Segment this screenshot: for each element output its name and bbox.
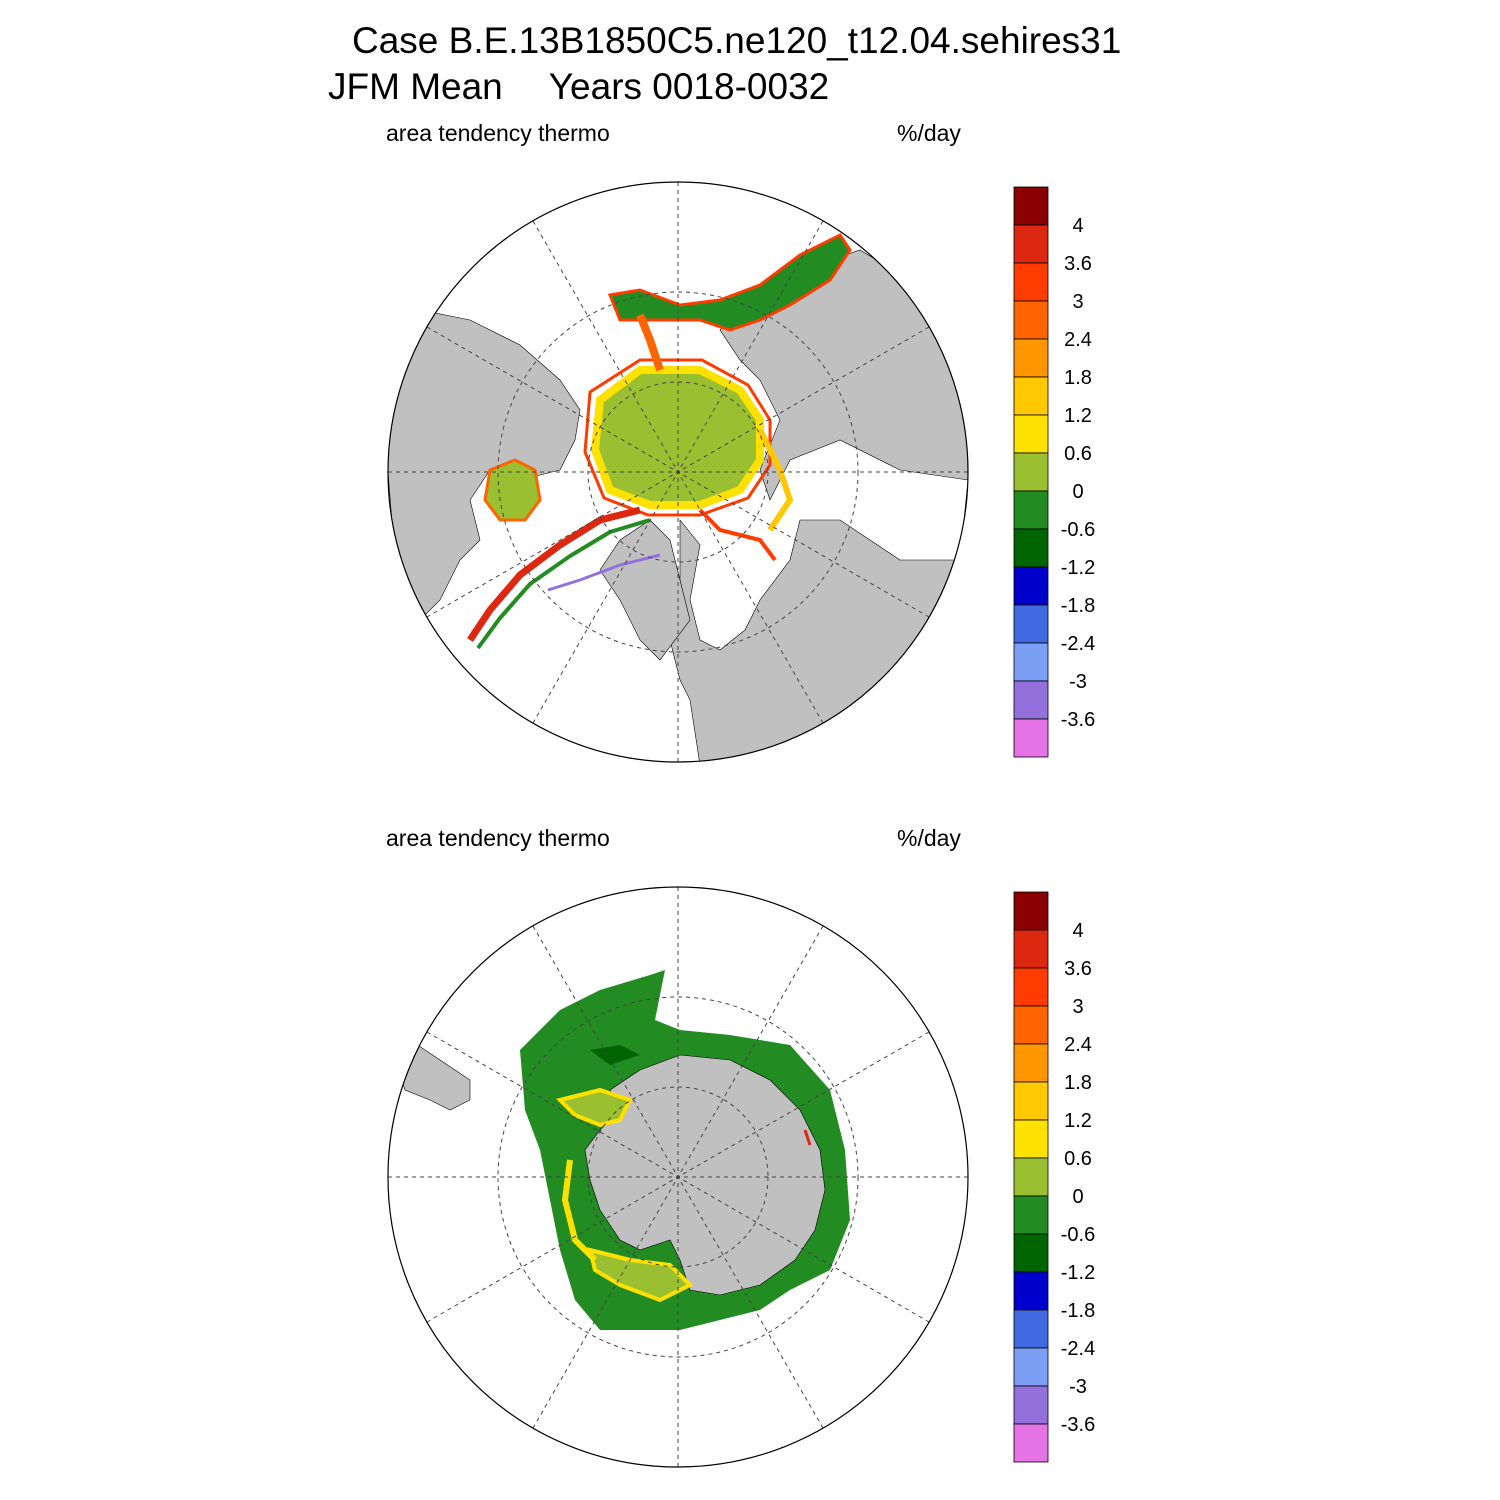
south-colorbar-box [1013,1157,1049,1197]
north-ice-fringe-red [583,358,772,517]
south-colorbar-box [1013,1233,1049,1273]
south-colorbar-tick-label: -3 [1069,1376,1087,1398]
north-colorbar-box [1013,528,1049,568]
north-colorbar: 4 3.6 3 2.4 1.8 1.2 0.6 0 -0.6 -1.2 -1.8 -2.4 -3 -3.6 [1013,186,1095,758]
south-colorbar-tick-label: -3.6 [1061,1414,1095,1436]
north-colorbar-box [1013,604,1049,644]
north-colorbar-box [1013,490,1049,530]
south-colorbar-tick-label: -2.4 [1061,1338,1095,1360]
north-colorbar-box [1013,376,1049,416]
south-colorbar-tick-label: -0.6 [1061,1224,1095,1246]
south-colorbar-tick-label: 4 [1072,920,1083,942]
south-colorbar-tick-label: 0.6 [1064,1148,1092,1170]
north-ice-labrador [467,506,641,642]
south-colorbar-tick-label: 3 [1072,996,1083,1018]
south-ice-coast-red [803,1129,812,1146]
north-ice-central [595,370,760,505]
north-ice-hudson [483,458,542,522]
north-colorbar-tick-label: 3 [1072,291,1083,313]
south-colorbar-tick-label: -1.2 [1061,1262,1095,1284]
north-land-greenland [599,519,691,661]
north-colorbar-tick-label: -2.4 [1061,633,1095,655]
north-colorbar-tick-label: 3.6 [1064,253,1092,275]
south-ice-dark-patches [590,1045,640,1065]
south-colorbar-tick-label: 1.8 [1064,1072,1092,1094]
north-colorbar-tick-label: 1.2 [1064,405,1092,427]
south-colorbar-box [1013,1423,1049,1463]
south-colorbar-tick-label: -1.8 [1061,1300,1095,1322]
south-colorbar-box [1013,1043,1049,1083]
south-map-border [387,886,969,1468]
south-land-antarctica [584,1054,826,1296]
north-polar-map [387,181,969,763]
north-colorbar-box [1013,642,1049,682]
south-colorbar-box [1013,1119,1049,1159]
south-colorbar-box [1013,1005,1049,1045]
north-ice-siberia-coast [757,428,794,532]
north-colorbar-box [1013,186,1049,226]
south-colorbar-tick-label: 3.6 [1064,958,1092,980]
north-colorbar-box [1013,452,1049,492]
north-colorbar-box [1013,224,1049,264]
north-ice-bering [607,233,852,332]
south-colorbar-tick-label: 2.4 [1064,1034,1092,1056]
south-colorbar-tick-label: 1.2 [1064,1110,1092,1132]
south-colorbar-box [1013,929,1049,969]
north-colorbar-box [1013,680,1049,720]
north-colorbar-tick-label: 0.6 [1064,443,1092,465]
south-colorbar-box [1013,1081,1049,1121]
north-colorbar-tick-label: -1.8 [1061,595,1095,617]
north-graticule [388,182,968,762]
south-colorbar: 4 3.6 3 2.4 1.8 1.2 0.6 0 -0.6 -1.2 -1.8 -2.4 -3 -3.6 [1013,891,1095,1463]
north-colorbar-tick-label: 1.8 [1064,367,1092,389]
north-ice-barents [698,508,777,562]
years-label: Years 0018-0032 [548,66,830,107]
north-colorbar-box [1013,338,1049,378]
north-colorbar-tick-label: 2.4 [1064,329,1092,351]
north-colorbar-box [1013,300,1049,340]
south-colorbar-box [1013,1271,1049,1311]
north-colorbar-tick-label: 4 [1072,215,1083,237]
north-units-label: %/day [897,120,961,146]
north-colorbar-tick-label: -3 [1069,671,1087,693]
north-colorbar-box [1013,718,1049,758]
north-colorbar-tick-label: -1.2 [1061,557,1095,579]
north-colorbar-box [1013,566,1049,606]
north-variable-label: area tendency thermo [386,120,610,146]
south-ice-ross [587,1247,694,1303]
south-polar-map [387,886,969,1468]
south-graticule [388,887,968,1467]
south-variable-label: area tendency thermo [386,825,610,851]
north-colorbar-tick-label: -3.6 [1061,709,1095,731]
period-title: JFM Mean Years 0018-0032 [328,66,829,108]
south-ice-coast-fringe [561,1159,598,1263]
north-colorbar-tick-label: 0 [1072,481,1083,503]
mean-label: JFM Mean [328,66,503,107]
south-ice-weddell [556,1087,633,1128]
south-colorbar-box [1013,1385,1049,1425]
north-ice-fringe-positive [590,366,764,509]
north-ice-labrador-purple [547,553,661,592]
south-colorbar-box [1013,1347,1049,1387]
north-map-border [387,181,969,763]
north-colorbar-tick-label: -0.6 [1061,519,1095,541]
north-colorbar-box [1013,262,1049,302]
south-colorbar-box [1013,1195,1049,1235]
north-colorbar-box [1013,414,1049,454]
south-units-label: %/day [897,825,961,851]
north-ice-labrador-neg [476,518,651,650]
case-title: Case B.E.13B1850C5.ne120_t12.04.sehires3… [352,20,1122,61]
north-ice-bering-strait [636,313,664,372]
south-colorbar-tick-label: 0 [1072,1186,1083,1208]
south-colorbar-box [1013,1309,1049,1349]
south-colorbar-box [1013,891,1049,931]
south-colorbar-box [1013,967,1049,1007]
